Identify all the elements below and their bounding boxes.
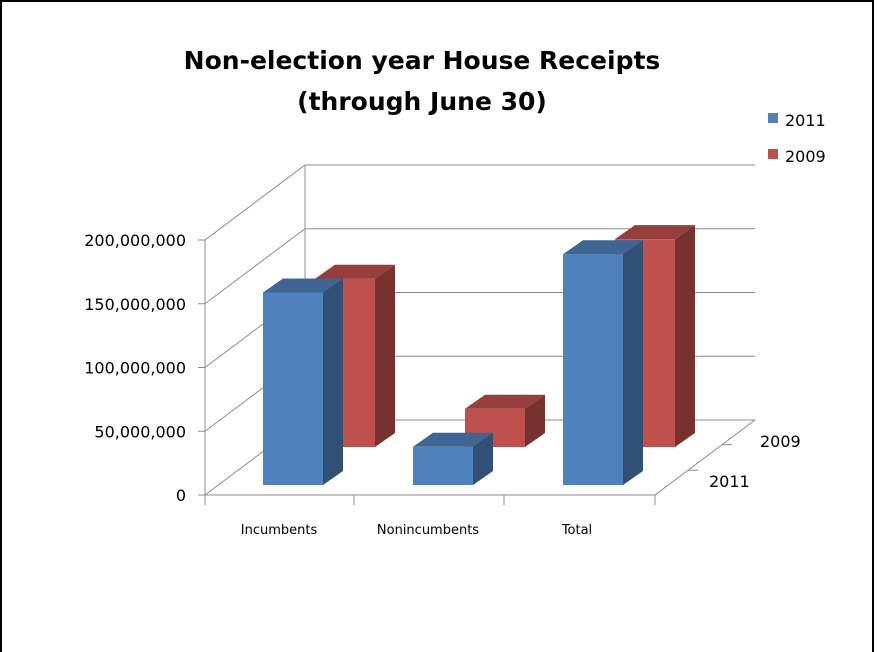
legend-label-2011: 2011 [785,111,826,130]
x-axis-labels: Incumbents Nonincumbents Total [241,523,592,538]
category-label: Total [561,523,592,538]
chart-title-line-1: Non-election year House Receipts [184,46,661,75]
bar-side-face [675,225,695,447]
legend-label-2009: 2009 [785,147,826,166]
legend-swatch-2011 [768,113,778,123]
bar-front-face [563,254,623,485]
bar-top-face [615,225,695,240]
bars [263,225,695,485]
bar-side-face [623,240,643,485]
bar-front-face [413,446,473,485]
y-tick-label: 50,000,000 [94,422,186,441]
depth-axis-labels: 2009 2011 [709,432,801,491]
category-label: Nonincumbents [377,523,479,538]
side-wall-gridline [204,228,306,305]
y-tick-label: 150,000,000 [84,295,186,314]
legend-swatch-2009 [768,149,778,159]
y-tick-label: 100,000,000 [84,359,186,378]
legend: 2011 2009 [768,111,826,166]
bar-top-face [263,278,343,293]
bar-top-face [563,240,643,255]
bar-2011-total [563,240,643,485]
chart-title-line-2: (through June 30) [297,87,547,116]
bar-side-face [473,432,493,485]
y-axis-ticks: 0 50,000,000 100,000,000 150,000,000 200,000… [84,231,205,505]
depth-label: 2009 [760,432,801,451]
bar-front-face [263,292,323,485]
category-label: Incumbents [241,523,318,538]
side-wall-gridline [204,164,306,241]
bar-2011-nonincumbents [413,432,493,485]
bar-2011-incumbents [263,278,343,485]
y-tick-label: 0 [176,486,186,505]
depth-axis-line [654,419,756,496]
depth-label: 2011 [709,472,750,491]
bar-side-face [525,394,545,447]
bar-top-face [315,264,395,279]
bar-top-face [413,432,493,447]
bar-top-face [465,394,545,409]
y-tick-label: 200,000,000 [84,231,186,250]
bar-side-face [375,264,395,447]
bar-side-face [323,278,343,485]
